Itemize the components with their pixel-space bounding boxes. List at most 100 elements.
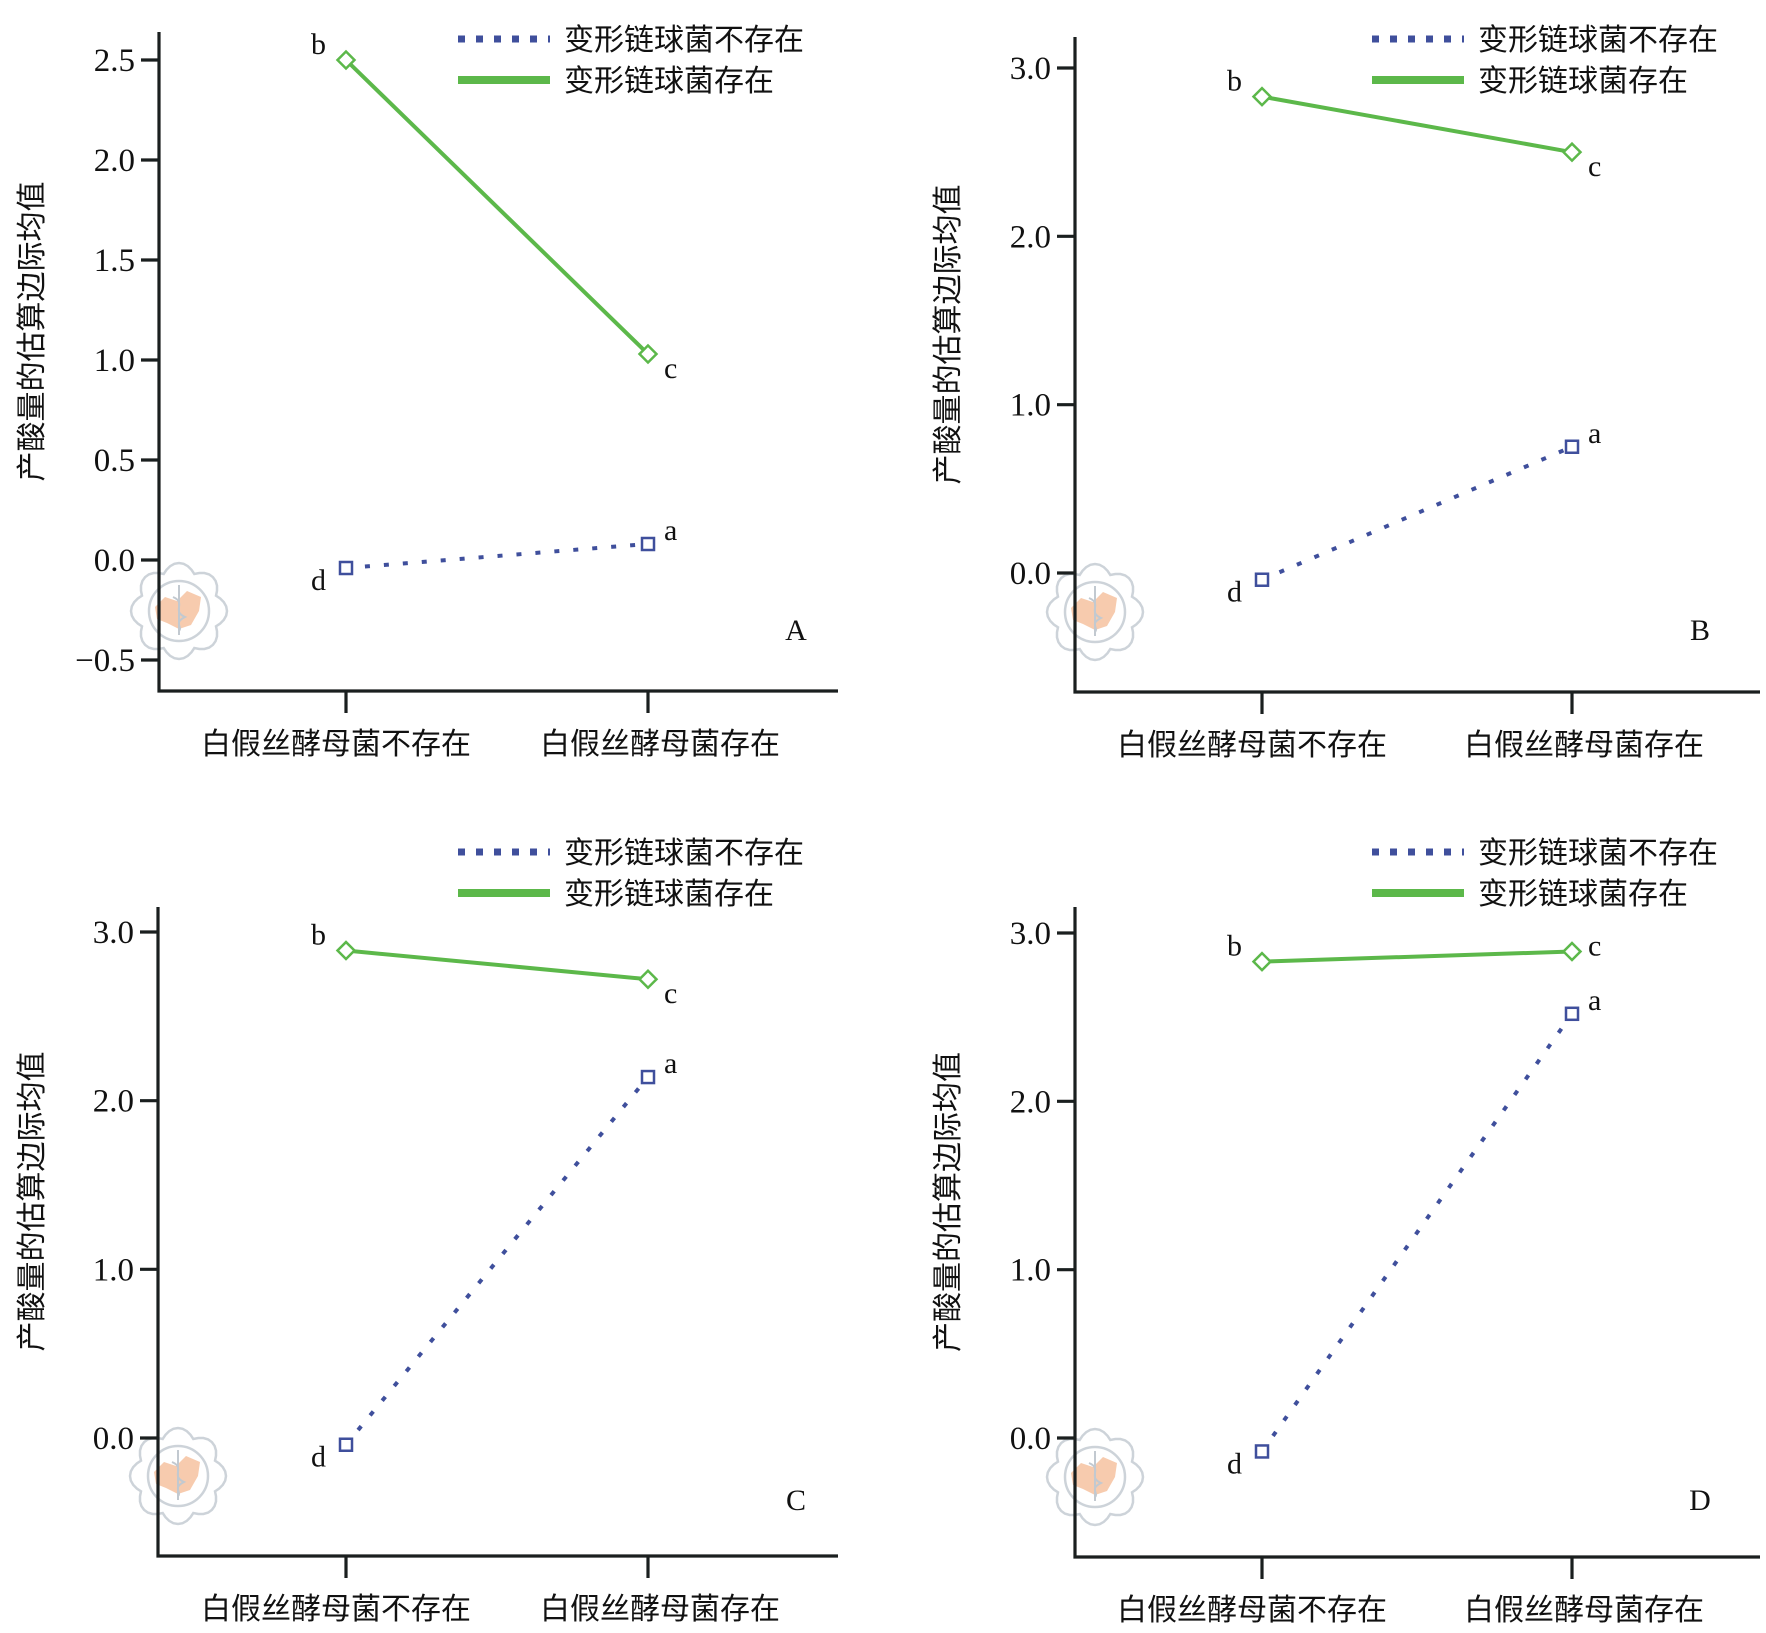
- x-tick-label: 白假丝酵母菌不存在: [201, 1592, 471, 1627]
- data-point-marker: [637, 968, 659, 990]
- y-axis-label: 产酸量的估算边际均值: [15, 1052, 50, 1352]
- watermark-ring: [1045, 562, 1145, 662]
- data-point-marker: [640, 1069, 656, 1085]
- y-axis-label: 产酸量的估算边际均值: [15, 182, 50, 482]
- point-label-a: a: [1588, 417, 1601, 450]
- watermark-ring: [128, 1426, 228, 1526]
- point-label-c: c: [664, 977, 677, 1010]
- y-tick-label: 1.5: [94, 243, 135, 279]
- axes-frame: [157, 32, 838, 693]
- point-label-b: b: [1227, 65, 1242, 98]
- legend-label: 变形链球菌存在: [1478, 877, 1688, 912]
- y-tick-label: 2.0: [1010, 219, 1051, 255]
- data-point-marker: [338, 1437, 354, 1452]
- watermark-ring: [1045, 1427, 1145, 1527]
- watermark-inner-ring: [1063, 1445, 1127, 1509]
- y-tick-label: 3.0: [93, 915, 134, 951]
- axes-frame: [156, 907, 838, 1558]
- watermark-inner-ring: [146, 1444, 210, 1508]
- y-tick-label: 2.0: [94, 143, 135, 179]
- watermark-logo: [1045, 1427, 1145, 1527]
- axes-frame: [1073, 37, 1760, 694]
- x-tick-label: 白假丝酵母菌存在: [1464, 728, 1704, 763]
- data-point-marker: [637, 343, 659, 365]
- panel-letter: B: [1690, 614, 1710, 647]
- y-tick-label: 0.0: [93, 1421, 134, 1457]
- legend-label: 变形链球菌不存在: [1478, 836, 1718, 871]
- series-line-absent: [345, 542, 649, 570]
- x-tick-label: 白假丝酵母菌存在: [540, 1592, 780, 1627]
- y-tick-label: 1.0: [94, 343, 135, 379]
- y-tick-label: 1.0: [93, 1252, 134, 1288]
- point-label-c: c: [664, 352, 677, 385]
- point-label-d: d: [1227, 1447, 1242, 1480]
- y-tick-label: 2.0: [1010, 1084, 1051, 1120]
- legend-label: 变形链球菌不存在: [1478, 23, 1718, 58]
- x-tick-label: 白假丝酵母菌不存在: [1117, 728, 1387, 763]
- data-point-marker: [338, 560, 354, 576]
- series-line-absent: [1261, 444, 1573, 582]
- legend-label: 变形链球菌不存在: [564, 23, 804, 58]
- series-line-present: [1261, 949, 1573, 964]
- watermark-caduceus-icon: [1088, 1451, 1104, 1501]
- y-tick-label: −0.5: [75, 643, 135, 679]
- point-label-c: c: [1588, 930, 1601, 963]
- data-point-marker: [1564, 1006, 1580, 1022]
- x-tick-label: 白假丝酵母菌不存在: [201, 727, 471, 762]
- watermark-logo: [1045, 562, 1145, 662]
- legend-label: 变形链球菌不存在: [564, 836, 804, 871]
- watermark-inner-ring: [1063, 580, 1127, 644]
- y-tick-label: 3.0: [1010, 51, 1051, 87]
- point-label-d: d: [311, 564, 326, 597]
- y-tick-label: 0.0: [94, 543, 135, 579]
- watermark-inner-ring: [147, 579, 211, 643]
- series-line-absent: [344, 1075, 650, 1447]
- y-tick-label: 0.0: [1010, 556, 1051, 592]
- data-point-marker: [1561, 941, 1583, 962]
- x-tick-label: 白假丝酵母菌存在: [540, 727, 780, 762]
- series-line-absent: [1260, 1012, 1574, 1453]
- y-axis-label: 产酸量的估算边际均值: [931, 1052, 966, 1352]
- point-label-b: b: [1227, 930, 1242, 963]
- y-tick-label: 1.0: [1010, 388, 1051, 424]
- data-point-marker: [335, 49, 357, 71]
- data-point-marker: [335, 940, 357, 961]
- panel-letter: D: [1689, 1484, 1711, 1517]
- y-axis-label: 产酸量的估算边际均值: [931, 185, 966, 485]
- data-point-marker: [1254, 1444, 1270, 1459]
- data-point-marker: [1254, 572, 1270, 587]
- panel-letter: A: [785, 614, 807, 647]
- legend-label: 变形链球菌存在: [564, 877, 774, 912]
- data-point-marker: [1251, 86, 1273, 107]
- point-label-a: a: [664, 1047, 677, 1080]
- y-tick-label: 2.0: [93, 1084, 134, 1120]
- y-tick-label: 0.5: [94, 443, 135, 479]
- y-tick-label: 2.5: [94, 43, 135, 79]
- watermark-logo: [129, 561, 229, 661]
- point-label-a: a: [664, 514, 677, 547]
- x-tick-label: 白假丝酵母菌存在: [1464, 1593, 1704, 1628]
- series-line-present: [344, 58, 650, 356]
- panel-letter: C: [786, 1484, 806, 1517]
- point-label-d: d: [311, 1441, 326, 1474]
- y-tick-label: 1.0: [1010, 1253, 1051, 1289]
- y-tick-label: 3.0: [1010, 916, 1051, 952]
- legend-label: 变形链球菌存在: [1478, 64, 1688, 99]
- point-label-b: b: [311, 28, 326, 61]
- axes-frame: [1073, 907, 1760, 1559]
- series-line-present: [345, 948, 649, 982]
- data-point-marker: [1251, 951, 1273, 972]
- x-tick-label: 白假丝酵母菌不存在: [1117, 1593, 1387, 1628]
- watermark-caduceus-icon: [171, 1450, 187, 1500]
- data-point-marker: [1564, 439, 1580, 454]
- point-label-d: d: [1227, 576, 1242, 609]
- watermark-caduceus-icon: [1088, 586, 1104, 636]
- panel-a: −0.5 0.0 0.5 1.0 1.5 2.0 2.5 产酸量的估算边际均值白假丝酵母菌不存…: [15, 23, 838, 762]
